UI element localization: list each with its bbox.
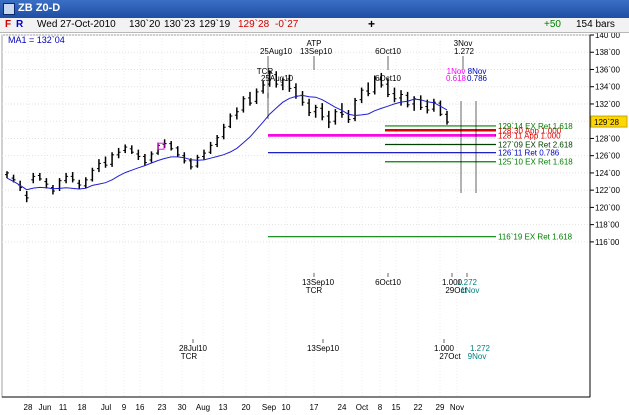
date-label: 20 [242, 403, 251, 412]
annotation-top: 25Aug10 [261, 74, 294, 83]
annotation-top: 25Aug10 [260, 47, 293, 56]
date-label: 15 [392, 403, 401, 412]
date-label: 28 [24, 403, 33, 412]
add-study-button[interactable]: + [368, 17, 376, 31]
date-label: 30 [178, 403, 187, 412]
annotation-low: TCR [181, 352, 198, 361]
close-price: 129`28 [238, 19, 270, 30]
date-label: Oct [356, 403, 369, 412]
price-label: 136`00 [595, 65, 620, 74]
fib-level-label: 129`14 EX Ret 1.618 [498, 122, 573, 131]
ma-indicator-label: MA1 = 132`04 [8, 35, 65, 45]
price-label: 128`00 [595, 134, 620, 143]
date-label: Sep [262, 403, 277, 412]
price-label: 124`00 [595, 169, 620, 178]
annotation-top: 1.272 [454, 47, 475, 56]
fib-level-label: 127`09 EX Ret 2.618 [498, 140, 573, 149]
fib-level-label: 125`10 EX Ret 1.618 [498, 158, 573, 167]
price-label: 126`00 [595, 152, 620, 161]
price-label: 140`00 [595, 33, 620, 40]
marker-square [157, 142, 165, 150]
quote-toolbar: F R Wed 27-Oct-2010 130`20 130`23 129`19… [0, 17, 629, 33]
annotation-top: 6Oct10 [375, 47, 401, 56]
net-change: -0`27 [275, 19, 299, 30]
date-label: 10 [282, 403, 291, 412]
open-price: 130`20 [129, 19, 161, 30]
chart-window-icon [3, 3, 15, 15]
ma-line [6, 94, 448, 191]
date-label: 17 [310, 403, 319, 412]
price-label: 138`00 [595, 48, 620, 57]
annotation-top: 0.786 [467, 74, 488, 83]
fib-level-label: 126`11 Ret 0.786 [498, 149, 560, 158]
annotation-top: 1Nov [447, 67, 466, 76]
date-label: 16 [136, 403, 145, 412]
annotation-low: 1.272 [470, 344, 491, 353]
date-label: Jul [101, 403, 111, 412]
annotation-mid: 6Oct10 [375, 278, 401, 287]
annotation-mid: 13Sep10 [302, 278, 335, 287]
change-positive: +50 [544, 19, 561, 30]
price-label: 134`00 [595, 83, 620, 92]
date-label: 29 [436, 403, 445, 412]
annotation-mid: 1.272 [457, 278, 478, 287]
high-price: 130`23 [164, 19, 196, 30]
price-chart[interactable]: 140`00138`00136`00134`00132`00130`00128`… [0, 33, 629, 415]
annotation-low: 28Jul10 [179, 344, 208, 353]
annotation-low: 27Oct [439, 352, 461, 361]
annotation-top: 13Sep10 [300, 47, 333, 56]
r-button[interactable]: R [16, 19, 24, 30]
date-label: 8 [378, 403, 383, 412]
date-label: Aug [196, 403, 210, 412]
date-label: 9 [122, 403, 127, 412]
annotation-mid: 29Oct [445, 286, 467, 295]
price-label: 118`00 [595, 221, 620, 230]
price-label: 132`00 [595, 100, 620, 109]
fib-level-label: 116`19 EX Ret 1.618 [498, 233, 573, 242]
annotation-low: 9Nov [468, 352, 487, 361]
fib-level-label: 128`11 App 1.000 [498, 131, 561, 140]
bar-date: Wed 27-Oct-2010 [37, 19, 116, 30]
date-label: 23 [158, 403, 167, 412]
window-title: ZB Z0-D [18, 2, 61, 14]
annotation-top: 3Nov [454, 39, 473, 48]
annotation-mid: 1.000 [442, 278, 463, 287]
low-price: 129`19 [199, 19, 231, 30]
date-label: 22 [414, 403, 423, 412]
annotation-top: ATP [307, 39, 322, 48]
annotation-top: 0.618 [446, 74, 467, 83]
date-label: Nov [450, 403, 464, 412]
annotation-low: 1.000 [434, 344, 455, 353]
annotation-top: TCR [257, 67, 274, 76]
annotation-top: 8Nov [468, 67, 487, 76]
date-label: 11 [59, 403, 68, 412]
f-button[interactable]: F [5, 19, 12, 30]
price-label: 122`00 [595, 186, 620, 195]
current-price-tag [590, 115, 628, 128]
current-price-label: 129`28 [594, 118, 619, 127]
annotation-mid: 1Nov [461, 286, 480, 295]
date-label: 13 [219, 403, 228, 412]
price-label: 116`00 [595, 238, 620, 247]
annotation-top: 6Oct10 [375, 74, 401, 83]
price-label: 120`00 [595, 203, 620, 212]
annotation-low: 13Sep10 [307, 344, 340, 353]
bars-count: 154 bars [576, 19, 615, 30]
annotation-mid: TCR [306, 286, 323, 295]
fib-level-label: 128`30 App 1.000 [498, 126, 562, 135]
title-bar[interactable]: ZB Z0-D [0, 0, 629, 18]
date-label: 18 [78, 403, 87, 412]
date-label: 24 [338, 403, 347, 412]
date-label: Jun [39, 403, 52, 412]
